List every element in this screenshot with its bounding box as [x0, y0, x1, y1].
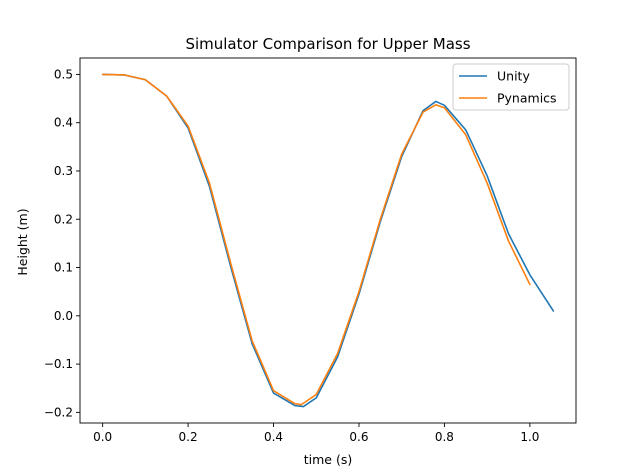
y-tick-label: −0.1 [44, 357, 73, 371]
plot-area: 0.0 0.2 0.4 0.6 0.8 1.0 −0.2 −0.1 0.0 0.1 0.2 0.3 0.… [44, 57, 577, 444]
y-tick-label: 0.0 [54, 309, 73, 323]
x-tick-label: 1.0 [520, 430, 539, 444]
y-tick-label: 0.5 [54, 67, 73, 81]
legend-label-pynamics: Pynamics [497, 91, 557, 106]
x-tick-label: 0.4 [264, 430, 283, 444]
series-line-unity [101, 73, 555, 408]
plot-frame [79, 57, 577, 424]
y-axis-label: Height (m) [15, 208, 30, 275]
y-tick-label: 0.4 [54, 116, 73, 130]
y-tick-label: −0.2 [44, 405, 73, 419]
y-tick-label: 0.3 [54, 164, 73, 178]
x-axis-label: time (s) [304, 452, 352, 467]
series-line-pynamics [101, 73, 531, 406]
x-tick-label: 0.6 [349, 430, 368, 444]
y-tick-label: 0.1 [54, 261, 73, 275]
x-tick-label: 0.0 [93, 430, 112, 444]
y-tick-label: 0.2 [54, 212, 73, 226]
legend: Unity Pynamics [452, 63, 570, 111]
x-tick-label: 0.8 [435, 430, 454, 444]
x-tick-label: 0.2 [179, 430, 198, 444]
legend-label-unity: Unity [497, 69, 530, 84]
chart-title: Simulator Comparison for Upper Mass [185, 35, 470, 53]
